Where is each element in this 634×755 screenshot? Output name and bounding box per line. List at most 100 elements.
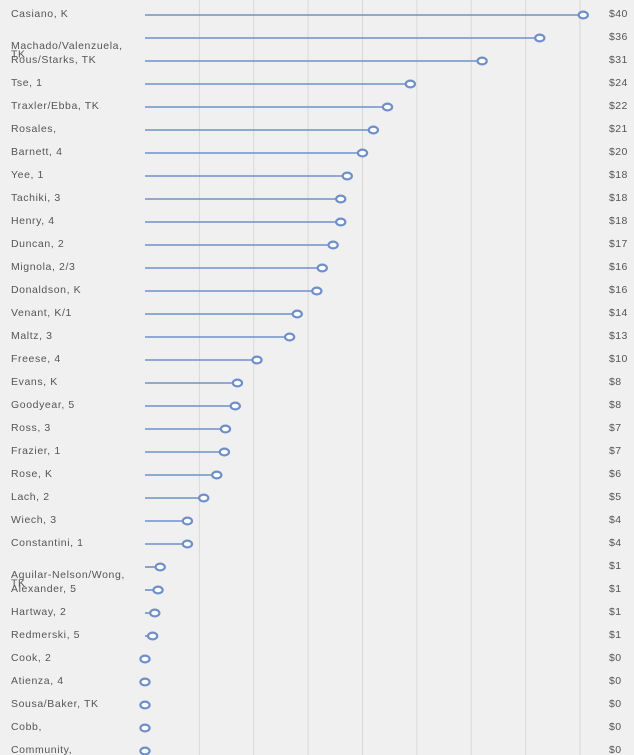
row-label: Mignola, 2/3 xyxy=(11,261,75,273)
row-label: Traxler/Ebba, TK xyxy=(11,100,99,112)
value-label: $4 xyxy=(609,514,621,526)
lollipop-marker xyxy=(139,746,151,755)
lollipop-marker xyxy=(181,539,194,549)
row-label: Venant, K/1 xyxy=(11,307,72,319)
value-label: $4 xyxy=(609,537,621,549)
lollipop-marker xyxy=(152,585,164,595)
value-label: $1 xyxy=(609,583,621,595)
value-label: $16 xyxy=(609,284,628,296)
lollipop-marker xyxy=(335,194,347,204)
row-label: Cobb, xyxy=(11,721,42,733)
value-label: $0 xyxy=(609,675,621,687)
lollipop-marker xyxy=(211,470,223,480)
value-label: $13 xyxy=(609,330,628,342)
lollipop-marker xyxy=(356,148,369,158)
row-label: Tachiki, 3 xyxy=(11,192,61,204)
value-label: $18 xyxy=(609,169,628,181)
row-label: Wiech, 3 xyxy=(11,514,57,526)
lollipop-marker xyxy=(229,401,241,411)
row-label: Machado/Valenzuela, TK xyxy=(11,40,123,61)
value-label: $8 xyxy=(609,376,621,388)
row-label: Henry, 4 xyxy=(11,215,55,227)
row-label: Alexander, 5 xyxy=(11,583,77,595)
grid-layer xyxy=(198,0,581,755)
marker-layer xyxy=(139,10,589,755)
row-label: Casiano, K xyxy=(11,8,68,20)
row-label: Lach, 2 xyxy=(11,491,50,503)
row-label: Yee, 1 xyxy=(11,169,44,181)
lollipop-marker xyxy=(139,700,151,710)
lollipop-marker xyxy=(154,562,166,572)
value-label: $0 xyxy=(609,652,621,664)
value-label: $7 xyxy=(609,445,621,457)
value-label: $20 xyxy=(609,146,628,158)
row-label: Rosales, xyxy=(11,123,57,135)
value-label: $31 xyxy=(609,54,628,66)
value-label: $16 xyxy=(609,261,628,273)
lollipop-marker xyxy=(181,516,194,526)
row-label: Tse, 1 xyxy=(11,77,43,89)
row-label: Redmerski, 5 xyxy=(11,629,80,641)
row-label: Duncan, 2 xyxy=(11,238,64,250)
lollipop-marker xyxy=(404,79,417,89)
value-label: $36 xyxy=(609,31,628,43)
row-label: Maltz, 3 xyxy=(11,330,53,342)
value-label: $0 xyxy=(609,721,621,733)
lollipop-marker xyxy=(381,102,394,112)
lollipop-marker xyxy=(139,723,151,733)
row-label: Ross, 3 xyxy=(11,422,51,434)
lollipop-marker xyxy=(251,355,263,365)
lollipop-marker xyxy=(327,240,339,250)
value-label: $40 xyxy=(609,8,628,20)
row-label: Hartway, 2 xyxy=(11,606,66,618)
value-label: $10 xyxy=(609,353,628,365)
value-label: $18 xyxy=(609,215,628,227)
lollipop-marker xyxy=(139,677,151,687)
value-label: $1 xyxy=(609,606,621,618)
row-label: Goodyear, 5 xyxy=(11,399,75,411)
lollipop-marker xyxy=(231,378,244,388)
row-label: Rose, K xyxy=(11,468,53,480)
row-label: Freese, 4 xyxy=(11,353,61,365)
lollipop-marker xyxy=(291,309,303,319)
lollipop-marker xyxy=(316,263,328,273)
row-label: Evans, K xyxy=(11,376,58,388)
lollipop-marker xyxy=(476,56,488,66)
row-label: Community, xyxy=(11,744,72,755)
row-label: Frazier, 1 xyxy=(11,445,61,457)
lollipop-marker xyxy=(139,654,151,664)
row-label: Sousa/Baker, TK xyxy=(11,698,99,710)
row-label: Donaldson, K xyxy=(11,284,81,296)
value-label: $5 xyxy=(609,491,621,503)
value-label: $17 xyxy=(609,238,628,250)
value-label: $7 xyxy=(609,422,621,434)
row-label: Cook, 2 xyxy=(11,652,51,664)
lollipop-marker xyxy=(577,10,589,20)
lollipop-marker xyxy=(219,424,232,434)
lollipop-marker xyxy=(341,171,353,181)
value-label: $14 xyxy=(609,307,628,319)
value-label: $1 xyxy=(609,560,621,572)
row-label: Barnett, 4 xyxy=(11,146,63,158)
row-label: Aguilar-Nelson/Wong, TK xyxy=(11,569,125,590)
row-label: Rous/Starks, TK xyxy=(11,54,96,66)
lollipop-marker xyxy=(367,125,380,135)
value-label: $18 xyxy=(609,192,628,204)
lollipop-marker xyxy=(311,286,323,296)
value-label: $0 xyxy=(609,744,621,755)
lollipop-marker xyxy=(218,447,231,457)
stem-layer xyxy=(145,14,584,637)
value-label: $22 xyxy=(609,100,628,112)
row-label: Constantini, 1 xyxy=(11,537,84,549)
lollipop-marker xyxy=(534,33,546,43)
value-label: $6 xyxy=(609,468,621,480)
lollipop-marker xyxy=(146,631,159,641)
row-label-layer: Casiano, K Machado/Valenzuela, TKRous/Star… xyxy=(11,8,125,755)
lollipop-marker xyxy=(335,217,347,227)
value-label: $0 xyxy=(609,698,621,710)
value-label-layer: $40 $36 $31 $24 $22 $21 $20 $18 $18 $18 $17 $16 $16 $… xyxy=(609,8,628,755)
row-label: Atienza, 4 xyxy=(11,675,64,687)
value-label: $24 xyxy=(609,77,628,89)
